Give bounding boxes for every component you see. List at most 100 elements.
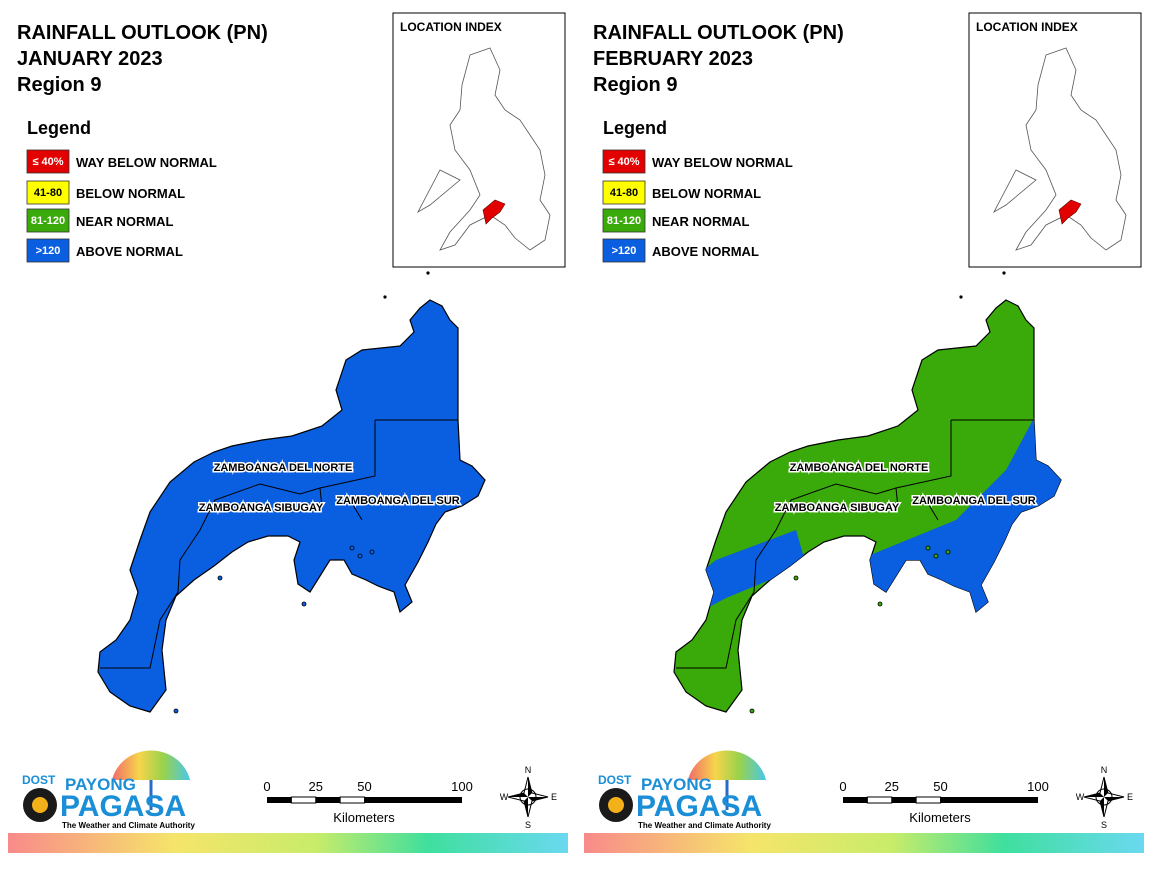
legend-label: ABOVE NORMAL xyxy=(652,244,759,259)
scale-segment xyxy=(866,796,893,804)
province-label: ZAMBOANGA DEL NORTE xyxy=(214,462,353,474)
region-9-highlight xyxy=(482,199,506,225)
dost-emblem-core xyxy=(608,797,624,813)
location-index-title: LOCATION INDEX xyxy=(976,20,1078,34)
scale-segment xyxy=(267,797,292,803)
location-index-title: LOCATION INDEX xyxy=(400,20,502,34)
legend-label: WAY BELOW NORMAL xyxy=(652,155,793,170)
region-9-highlight xyxy=(1058,199,1082,225)
legend-swatch xyxy=(602,149,646,174)
scale-tick-label: 25 xyxy=(885,779,899,794)
legend-swatch xyxy=(26,180,70,205)
islet xyxy=(349,545,355,551)
color-band xyxy=(584,833,1144,853)
scale-segment xyxy=(315,797,341,803)
legend-title: Legend xyxy=(603,118,667,138)
legend-swatch-text: >120 xyxy=(36,245,61,257)
scale-segment xyxy=(339,796,365,804)
legend-label: BELOW NORMAL xyxy=(76,186,185,201)
philippines-outline xyxy=(417,47,551,251)
legend-swatch-text: ≤ 40% xyxy=(608,156,639,168)
compass-letter: N xyxy=(1101,765,1108,775)
legend-swatch xyxy=(26,208,70,233)
legend-swatch-text: 81-120 xyxy=(31,215,65,227)
scale-segment xyxy=(364,797,462,803)
scale-tick-label: 0 xyxy=(839,779,846,794)
title-line: RAINFALL OUTLOOK (PN) xyxy=(17,22,268,44)
logo-dost: DOST xyxy=(22,773,56,787)
scale-segment xyxy=(290,796,317,804)
legend-title: Legend xyxy=(27,118,91,138)
compass-letter: S xyxy=(1101,820,1107,830)
philippines-outline xyxy=(993,47,1127,251)
islet xyxy=(173,708,179,714)
compass-letter: E xyxy=(1127,792,1133,802)
scale-tick-label: 100 xyxy=(451,779,473,794)
compass-ring xyxy=(1095,788,1113,806)
legend-swatch xyxy=(602,238,646,263)
scale-tick-label: 100 xyxy=(1027,779,1049,794)
legend-swatch xyxy=(26,238,70,263)
legend-label: ABOVE NORMAL xyxy=(76,244,183,259)
logo-dost: DOST xyxy=(598,773,632,787)
province-label: ZAMBOANGA DEL SUR xyxy=(336,495,460,507)
islet xyxy=(793,575,799,581)
islet xyxy=(357,553,363,559)
title-line: Region 9 xyxy=(17,74,101,96)
province-label: ZAMBOANGA DEL SUR xyxy=(912,495,1036,507)
legend-label: BELOW NORMAL xyxy=(652,186,761,201)
panel: RAINFALL OUTLOOK (PN) JANUARY 2023 Region … xyxy=(8,12,568,853)
scale-segment xyxy=(891,797,917,803)
logo-tagline: The Weather and Climate Authority xyxy=(638,821,771,830)
islet xyxy=(945,549,951,555)
scale-tick-label: 50 xyxy=(933,779,947,794)
legend-swatch xyxy=(26,149,70,174)
panel: RAINFALL OUTLOOK (PN) FEBRUARY 2023 Region… xyxy=(584,12,1144,853)
legend-swatch-text: 81-120 xyxy=(607,215,641,227)
umbrella xyxy=(688,750,766,780)
legend-swatch-text: >120 xyxy=(612,245,637,257)
islet xyxy=(426,271,430,275)
compass-letter: S xyxy=(525,820,531,830)
legend-label: NEAR NORMAL xyxy=(652,214,750,229)
legend-label: NEAR NORMAL xyxy=(76,214,174,229)
islet xyxy=(959,295,963,299)
islet xyxy=(1002,271,1006,275)
islet xyxy=(369,549,375,555)
scale-segment xyxy=(915,796,941,804)
province-boundary xyxy=(676,419,1034,669)
province-label: ZAMBOANGA SIBUGAY xyxy=(775,502,900,514)
title-line: FEBRUARY 2023 xyxy=(593,48,753,70)
compass-letter: W xyxy=(500,792,509,802)
islet xyxy=(217,575,223,581)
dost-emblem-core xyxy=(32,797,48,813)
islet xyxy=(933,553,939,559)
islet xyxy=(877,601,883,607)
scale-unit: Kilometers xyxy=(909,810,971,825)
islet xyxy=(925,545,931,551)
logo-pagasa: PAGASA xyxy=(60,790,186,823)
logo-pagasa: PAGASA xyxy=(636,790,762,823)
scale-tick-label: 0 xyxy=(263,779,270,794)
compass-letter: W xyxy=(1076,792,1085,802)
legend-swatch-text: 41-80 xyxy=(34,187,62,199)
scale-segment xyxy=(843,797,868,803)
islet xyxy=(301,601,307,607)
legend-swatch xyxy=(602,208,646,233)
region-map xyxy=(97,299,486,714)
scale-unit: Kilometers xyxy=(333,810,395,825)
legend-label: WAY BELOW NORMAL xyxy=(76,155,217,170)
logo-payong: PAYONG xyxy=(65,775,136,794)
umbrella xyxy=(112,750,190,780)
province-boundary xyxy=(100,419,458,669)
compass-letter: N xyxy=(525,765,532,775)
logo-tagline: The Weather and Climate Authority xyxy=(62,821,195,830)
islet xyxy=(749,708,755,714)
scale-segment xyxy=(940,797,1038,803)
title-line: Region 9 xyxy=(593,74,677,96)
compass-ring xyxy=(519,788,537,806)
legend-swatch-text: ≤ 40% xyxy=(32,156,63,168)
title-line: JANUARY 2023 xyxy=(17,48,163,70)
